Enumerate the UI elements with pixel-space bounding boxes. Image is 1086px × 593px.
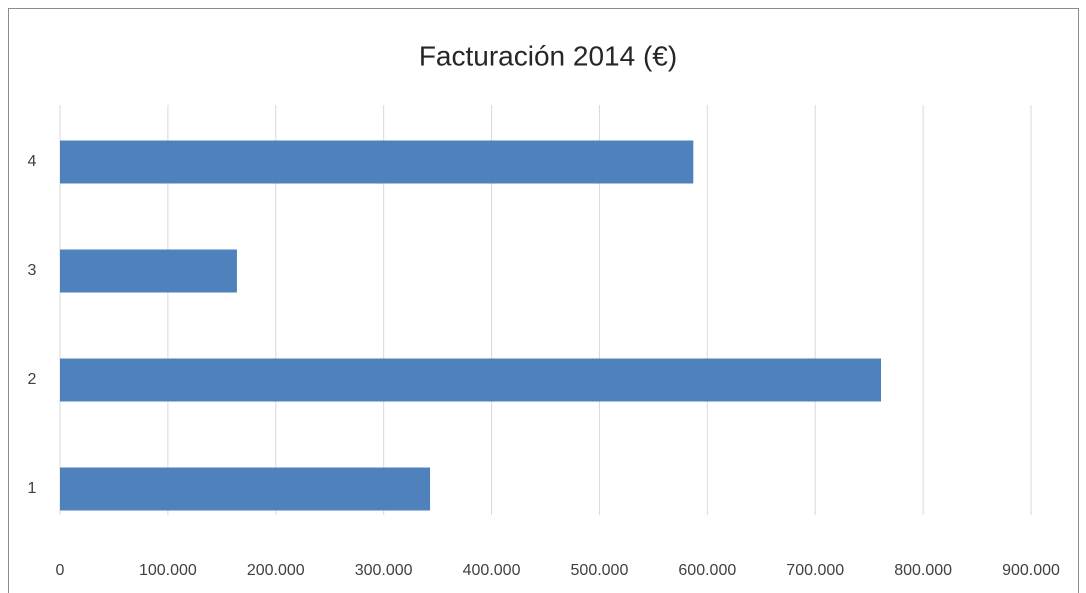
x-tick-label: 900.000 [1002,562,1060,579]
x-tick-label: 200.000 [247,562,305,579]
x-tick-label: 400.000 [463,562,521,579]
x-tick-label: 300.000 [355,562,413,579]
y-tick-label: 3 [28,262,37,279]
bar [60,467,431,511]
y-tick-label: 2 [28,371,37,388]
x-tick-label: 700.000 [786,562,844,579]
x-tick-label: 100.000 [139,562,197,579]
x-tick-label: 500.000 [571,562,629,579]
chart-title: Facturación 2014 (€) [419,40,677,71]
bar [60,249,237,293]
bar [60,140,694,184]
x-tick-label: 0 [56,562,65,579]
y-tick-label: 1 [28,480,37,497]
x-tick-label: 600.000 [678,562,736,579]
y-tick-label: 4 [28,153,37,170]
x-tick-label: 800.000 [894,562,952,579]
bar [60,358,882,402]
